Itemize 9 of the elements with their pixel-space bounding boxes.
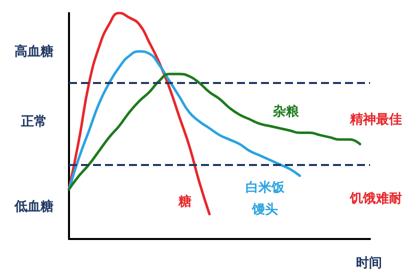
annotation: 饥饿难耐 xyxy=(349,192,402,206)
series-label: 白米饭馒头 xyxy=(246,180,286,218)
series-label: 糖 xyxy=(178,194,192,210)
annotation: 精神最佳 xyxy=(349,112,402,128)
text: 高血糖 xyxy=(14,44,54,60)
x-axis-title: 时间 xyxy=(356,256,382,271)
text: 低血糖 xyxy=(14,198,54,214)
series-label: 杂粮 xyxy=(272,104,300,120)
text: 正常 xyxy=(20,114,47,130)
